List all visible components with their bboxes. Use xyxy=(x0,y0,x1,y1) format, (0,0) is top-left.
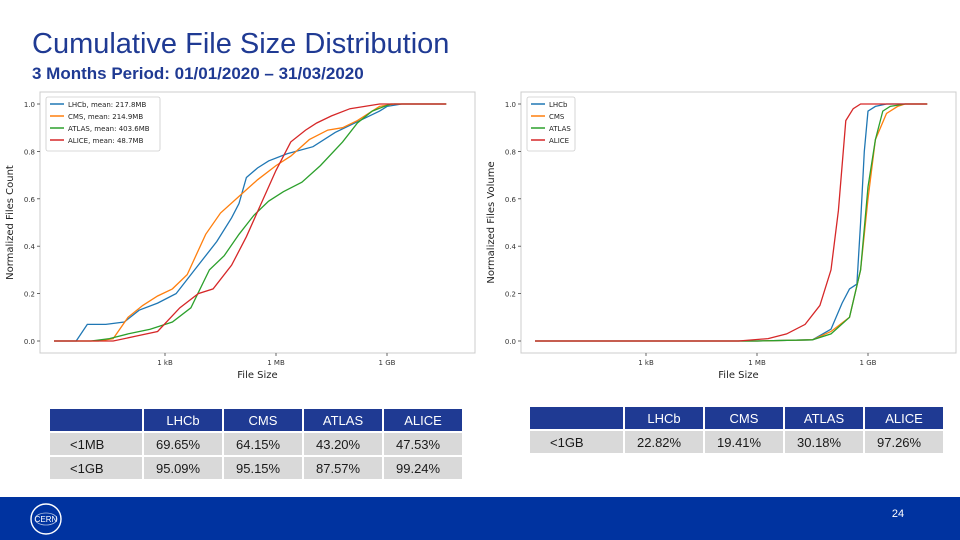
table-cell: 95.09% xyxy=(144,457,222,479)
slide-title: Cumulative File Size Distribution xyxy=(32,28,450,60)
count-xtick-label: 1 kB xyxy=(157,359,173,367)
count-xaxis-label: File Size xyxy=(237,370,277,381)
table-header-cell: LHCb xyxy=(625,407,703,429)
volume-series-line-2 xyxy=(535,103,928,342)
table-header-cell: ALICE xyxy=(384,409,462,431)
cern-logo-text: CERN xyxy=(35,515,58,524)
volume-ytick-label: 0.0 xyxy=(505,338,516,346)
table-cell: 47.53% xyxy=(384,433,462,455)
count-series-line-3 xyxy=(54,103,447,342)
table-row-label: <1GB xyxy=(50,457,142,479)
table-cell: 99.24% xyxy=(384,457,462,479)
files-volume-table: LHCb CMS ATLAS ALICE <1GB 22.82% 19.41% … xyxy=(528,405,945,455)
table-header-cell: CMS xyxy=(705,407,783,429)
volume-legend-label-1: CMS xyxy=(549,113,565,121)
volume-legend-label-3: ALICE xyxy=(549,137,569,145)
table-cell: 30.18% xyxy=(785,431,863,453)
volume-legend-box xyxy=(526,96,576,152)
table-cell: 22.82% xyxy=(625,431,703,453)
table-header-cell: ALICE xyxy=(865,407,943,429)
table-cell: 64.15% xyxy=(224,433,302,455)
table-header-cell: LHCb xyxy=(144,409,222,431)
volume-yaxis-label: Normalized Files Volume xyxy=(486,161,497,283)
table-cell: 87.57% xyxy=(304,457,382,479)
table-cell: 19.41% xyxy=(705,431,783,453)
volume-ytick-label: 1.0 xyxy=(505,101,516,109)
volume-xtick-label: 1 GB xyxy=(860,359,877,367)
count-yaxis-label: Normalized Files Count xyxy=(5,165,16,280)
volume-ytick-label: 0.8 xyxy=(505,148,516,156)
table-row-label: <1MB xyxy=(50,433,142,455)
volume-series-line-3 xyxy=(535,103,928,342)
volume-plot-frame xyxy=(520,91,957,354)
volume-ytick-label: 0.2 xyxy=(505,291,516,299)
count-legend-box xyxy=(45,96,161,152)
count-legend-label-3: ALICE, mean: 48.7MB xyxy=(68,137,144,145)
volume-xtick-label: 1 kB xyxy=(638,359,654,367)
table-corner-cell xyxy=(530,407,623,429)
count-xtick-label: 1 MB xyxy=(267,359,285,367)
count-legend-label-0: LHCb, mean: 217.8MB xyxy=(68,101,146,109)
count-series-line-1 xyxy=(54,103,447,342)
table-header-cell: ATLAS xyxy=(304,409,382,431)
files-count-chart: 0.0 0.2 0.4 0.6 0.8 1.0 1 kB 1 MB 1 GB File Size N… xyxy=(5,91,476,381)
table-cell: 43.20% xyxy=(304,433,382,455)
table-header-row: LHCb CMS ATLAS ALICE xyxy=(530,407,943,429)
volume-legend-label-2: ATLAS xyxy=(549,125,571,133)
count-ytick-label: 0.8 xyxy=(24,148,35,156)
table-cell: 97.26% xyxy=(865,431,943,453)
page-number: 24 xyxy=(891,508,905,520)
table-row: <1GB 22.82% 19.41% 30.18% 97.26% xyxy=(530,431,943,453)
files-volume-chart: 0.0 0.2 0.4 0.6 0.8 1.0 1 kB 1 MB 1 GB File Size N… xyxy=(486,91,957,381)
count-ytick-label: 0.0 xyxy=(24,338,35,346)
count-ytick-label: 0.4 xyxy=(24,243,36,251)
volume-ytick-label: 0.4 xyxy=(505,243,517,251)
volume-ytick-label: 0.6 xyxy=(505,196,517,204)
volume-xtick-label: 1 MB xyxy=(748,359,766,367)
table-cell: 69.65% xyxy=(144,433,222,455)
volume-legend-label-0: LHCb xyxy=(549,101,568,109)
count-legend-label-2: ATLAS, mean: 403.6MB xyxy=(68,125,150,133)
footer-bar xyxy=(0,497,960,540)
table-cell: 95.15% xyxy=(224,457,302,479)
files-count-table: LHCb CMS ATLAS ALICE <1MB 69.65% 64.15% … xyxy=(48,407,464,481)
slide-subtitle: 3 Months Period: 01/01/2020 – 31/03/2020 xyxy=(32,64,364,83)
cern-logo: CERN xyxy=(30,503,62,535)
count-ytick-label: 1.0 xyxy=(24,101,35,109)
volume-xaxis-label: File Size xyxy=(718,370,758,381)
count-series-line-0 xyxy=(54,103,447,342)
table-header-row: LHCb CMS ATLAS ALICE xyxy=(50,409,462,431)
table-row: <1GB 95.09% 95.15% 87.57% 99.24% xyxy=(50,457,462,479)
table-corner-cell xyxy=(50,409,142,431)
count-ytick-label: 0.6 xyxy=(24,196,36,204)
count-series-line-2 xyxy=(54,103,447,342)
table-row: <1MB 69.65% 64.15% 43.20% 47.53% xyxy=(50,433,462,455)
table-row-label: <1GB xyxy=(530,431,623,453)
table-header-cell: ATLAS xyxy=(785,407,863,429)
count-legend-label-1: CMS, mean: 214.9MB xyxy=(68,113,143,121)
count-ytick-label: 0.2 xyxy=(24,291,35,299)
count-xtick-label: 1 GB xyxy=(379,359,396,367)
table-header-cell: CMS xyxy=(224,409,302,431)
